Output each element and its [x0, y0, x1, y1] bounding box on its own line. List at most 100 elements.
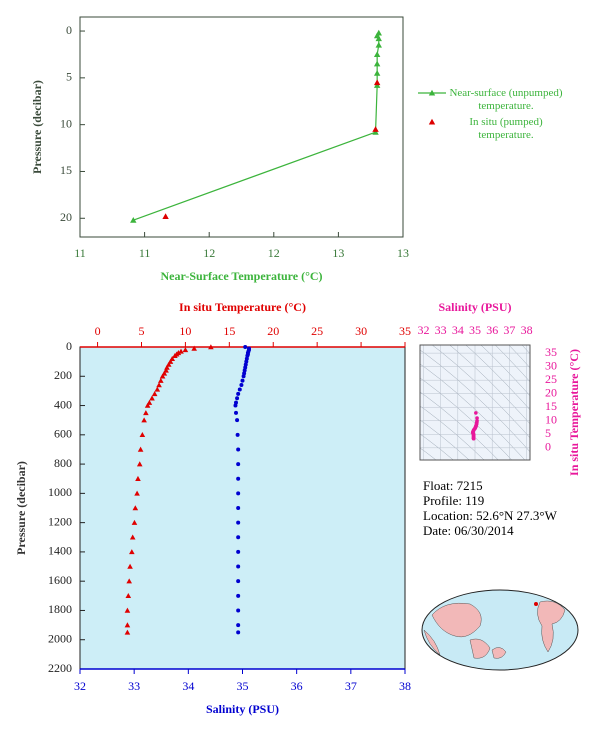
x-tick-label: 36 [291, 679, 303, 693]
data-point [149, 395, 155, 401]
legend-label: Near-surface (unpumped) temperature. [449, 87, 563, 112]
y-tick-label: 15 [60, 163, 72, 177]
y-axis-label: In situ Temperature (°C) [567, 349, 581, 476]
density-contour [480, 345, 530, 397]
ts-point [471, 436, 476, 441]
data-point [236, 579, 241, 584]
y-tick-label: 5 [66, 70, 72, 84]
x-axis-label: Salinity (PSU) [206, 702, 279, 716]
x-axis-label: Salinity (PSU) [438, 300, 511, 314]
data-point [236, 630, 241, 635]
data-point [208, 344, 214, 350]
data-point [236, 506, 241, 510]
x-tick-label: 37 [345, 679, 357, 693]
data-point [131, 519, 138, 525]
world-map [421, 589, 579, 671]
data-point [125, 593, 132, 599]
data-point [235, 418, 240, 423]
data-point [372, 126, 379, 132]
x-tick-label: 34 [182, 679, 194, 693]
y-tick-label: 30 [545, 358, 557, 372]
x-tick-label: 5 [138, 324, 144, 338]
x-tick-label: 0 [95, 324, 101, 338]
data-point [154, 386, 161, 392]
y-tick-label: 600 [54, 427, 72, 441]
density-contour [449, 345, 530, 425]
density-contour [431, 345, 530, 439]
data-point [373, 79, 381, 86]
y-tick-label: 1600 [48, 573, 72, 587]
data-point [151, 391, 158, 397]
data-point [236, 462, 241, 467]
y-tick-label: 2000 [48, 631, 72, 645]
data-point [236, 549, 241, 554]
y-tick-label: 400 [54, 397, 72, 411]
data-point [373, 60, 381, 67]
x-tick-label: 33 [128, 679, 140, 693]
density-contour [465, 345, 530, 411]
data-point [191, 345, 197, 351]
x-tick-label: 32 [417, 323, 429, 337]
data-point [136, 461, 143, 467]
data-point [124, 629, 131, 635]
y-tick-label: 20 [545, 385, 557, 399]
x-tick-label: 35 [469, 323, 481, 337]
data-point [239, 383, 244, 388]
data-point [375, 35, 382, 42]
x-tick-label: 13 [397, 246, 409, 260]
x-tick-label: 37 [503, 323, 515, 337]
y-tick-label: 1800 [48, 602, 72, 616]
x-tick-label: 32 [74, 679, 86, 693]
data-point [240, 378, 245, 383]
y-tick-label: 2200 [48, 661, 72, 675]
x-axis-label: In situ Temperature (°C) [179, 300, 306, 314]
x-tick-label: 36 [486, 323, 498, 337]
data-point [156, 382, 162, 388]
data-point [234, 410, 238, 415]
data-point [236, 491, 241, 496]
inset-frame [419, 344, 531, 461]
data-point [373, 69, 381, 76]
x-tick-label: 25 [311, 324, 323, 338]
data-point [164, 364, 170, 370]
data-point [236, 564, 241, 569]
data-point [139, 432, 146, 438]
y-tick-label: 0 [66, 339, 72, 353]
data-point [135, 475, 141, 481]
data-point [373, 51, 381, 58]
data-point [236, 391, 241, 396]
density-contour [508, 345, 530, 369]
data-point [137, 446, 144, 452]
x-tick-label: 12 [268, 246, 280, 260]
data-point [243, 345, 248, 349]
ts-point [474, 411, 478, 415]
x-tick-label: 30 [355, 324, 367, 338]
data-point [134, 490, 140, 496]
plot-frame [79, 16, 404, 238]
series-line [133, 32, 380, 221]
density-contour [420, 447, 437, 460]
data-point [236, 520, 241, 525]
x-tick-label: 10 [179, 324, 191, 338]
x-tick-label: 38 [399, 679, 411, 693]
y-tick-label: 15 [545, 399, 557, 413]
data-point [236, 593, 241, 598]
y-tick-label: 5 [545, 426, 551, 440]
y-tick-label: 1200 [48, 514, 72, 528]
date: Date: 06/30/2014 [423, 523, 514, 538]
data-point [236, 476, 241, 481]
data-point [236, 447, 241, 452]
y-tick-label: 1000 [48, 485, 72, 499]
x-tick-label: 38 [521, 323, 533, 337]
data-point [182, 347, 189, 353]
legend-label: In situ (pumped) temperature. [469, 116, 543, 141]
x-tick-label: 35 [237, 679, 249, 693]
data-point [236, 535, 241, 540]
data-point [159, 373, 166, 379]
data-point [130, 216, 137, 223]
data-point [241, 374, 246, 379]
y-tick-label: 20 [60, 210, 72, 224]
y-tick-label: 0 [66, 23, 72, 37]
data-point [144, 402, 151, 408]
